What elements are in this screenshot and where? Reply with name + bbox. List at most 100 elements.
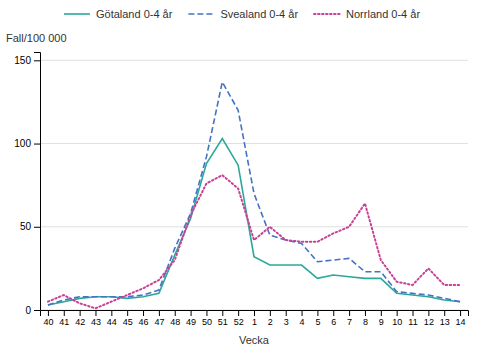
series-line xyxy=(48,82,460,305)
x-tick-label: 49 xyxy=(186,317,196,327)
x-tick-label: 50 xyxy=(202,317,212,327)
x-tick-mark xyxy=(159,310,160,316)
x-tick: 43 xyxy=(91,310,101,327)
x-tick: 12 xyxy=(424,310,434,327)
y-axis-title: Fall/100 000 xyxy=(6,32,67,44)
x-tick-mark xyxy=(333,310,334,316)
x-tick: 47 xyxy=(154,310,164,327)
x-tick-label: 3 xyxy=(284,317,289,327)
y-tick: 100 xyxy=(14,138,40,149)
x-tick-label: 11 xyxy=(408,317,417,327)
x-tick-mark xyxy=(48,310,49,316)
x-tick-mark xyxy=(460,310,461,316)
x-tick-label: 7 xyxy=(347,317,352,327)
y-tick: 50 xyxy=(20,221,40,232)
x-tick-label: 41 xyxy=(59,317,69,327)
x-tick: 13 xyxy=(440,310,450,327)
legend-swatch xyxy=(314,13,340,15)
x-axis: 4041424344454647484950515212345678910111… xyxy=(41,310,469,327)
grid xyxy=(40,60,468,310)
x-tick: 40 xyxy=(43,310,53,327)
x-tick-mark xyxy=(444,310,445,316)
x-tick: 46 xyxy=(139,310,149,327)
x-tick-mark xyxy=(302,310,303,316)
x-tick-label: 8 xyxy=(363,317,368,327)
x-tick: 52 xyxy=(234,310,244,327)
y-tick-mark xyxy=(34,144,40,145)
plot: 0501001504041424344454647484950515212345… xyxy=(14,53,468,328)
x-tick-mark xyxy=(80,310,81,316)
grid-line xyxy=(40,60,468,61)
x-tick-label: 14 xyxy=(456,317,466,327)
series-line xyxy=(48,139,460,305)
x-tick-mark xyxy=(64,310,65,316)
x-tick-mark xyxy=(206,310,207,316)
x-tick-mark xyxy=(317,310,318,316)
x-tick-mark xyxy=(111,310,112,316)
x-tick-mark xyxy=(95,310,96,316)
y-tick-mark xyxy=(34,60,40,61)
x-tick-mark xyxy=(428,310,429,316)
y-axis-line xyxy=(34,53,41,311)
x-tick-label: 45 xyxy=(123,317,133,327)
grid-line xyxy=(40,143,468,144)
y-tick-label: 50 xyxy=(20,221,32,232)
x-axis-title: Vecka xyxy=(239,334,270,346)
x-tick: 7 xyxy=(347,310,352,327)
x-tick-label: 12 xyxy=(424,317,434,327)
y-tick: 150 xyxy=(14,55,40,66)
x-tick: 48 xyxy=(170,310,180,327)
series-line xyxy=(48,175,460,308)
x-tick-mark xyxy=(286,310,287,316)
x-tick: 9 xyxy=(379,310,384,327)
x-tick: 44 xyxy=(107,310,117,327)
x-tick: 10 xyxy=(392,310,402,327)
y-tick-mark xyxy=(34,227,40,228)
x-tick-label: 10 xyxy=(392,317,402,327)
x-tick: 41 xyxy=(59,310,69,327)
x-tick-label: 5 xyxy=(315,317,320,327)
y-tick-label: 150 xyxy=(14,55,31,66)
legend-label: Götaland 0-4 år xyxy=(96,8,173,20)
x-tick: 2 xyxy=(268,310,273,327)
legend-swatch xyxy=(64,13,90,15)
x-tick: 4 xyxy=(300,310,305,327)
x-tick-mark xyxy=(349,310,350,316)
x-tick-label: 42 xyxy=(75,317,85,327)
x-tick-label: 9 xyxy=(379,317,384,327)
x-tick-label: 43 xyxy=(91,317,101,327)
x-tick-mark xyxy=(254,310,255,316)
legend-swatch xyxy=(188,13,214,15)
lines xyxy=(48,82,460,308)
x-tick-label: 52 xyxy=(234,317,244,327)
x-tick-label: 2 xyxy=(268,317,273,327)
x-tick: 14 xyxy=(456,310,466,327)
x-tick-label: 13 xyxy=(440,317,450,327)
x-tick-mark xyxy=(397,310,398,316)
x-tick: 51 xyxy=(218,310,228,327)
y-axis: 050100150 xyxy=(14,53,40,316)
x-tick-label: 4 xyxy=(300,317,305,327)
x-tick: 50 xyxy=(202,310,212,327)
x-tick: 11 xyxy=(408,310,417,327)
x-tick: 49 xyxy=(186,310,196,327)
x-tick-mark xyxy=(413,310,414,316)
legend: Götaland 0-4 år Svealand 0-4 år Norrland 0… xyxy=(64,8,420,20)
x-tick-label: 40 xyxy=(43,317,53,327)
x-tick-label: 47 xyxy=(154,317,164,327)
x-tick-mark xyxy=(127,310,128,316)
x-tick-label: 46 xyxy=(139,317,149,327)
x-tick-mark xyxy=(191,310,192,316)
legend-label: Svealand 0-4 år xyxy=(220,8,298,20)
x-tick: 8 xyxy=(363,310,368,327)
x-tick-label: 51 xyxy=(218,317,228,327)
legend-label: Norrland 0-4 år xyxy=(346,8,420,20)
x-tick-mark xyxy=(143,310,144,316)
x-tick-label: 44 xyxy=(107,317,117,327)
y-tick-mark xyxy=(34,310,40,311)
grid-line xyxy=(40,226,468,227)
x-tick-mark xyxy=(270,310,271,316)
x-tick: 42 xyxy=(75,310,85,327)
x-tick: 3 xyxy=(284,310,289,327)
x-tick-mark xyxy=(238,310,239,316)
